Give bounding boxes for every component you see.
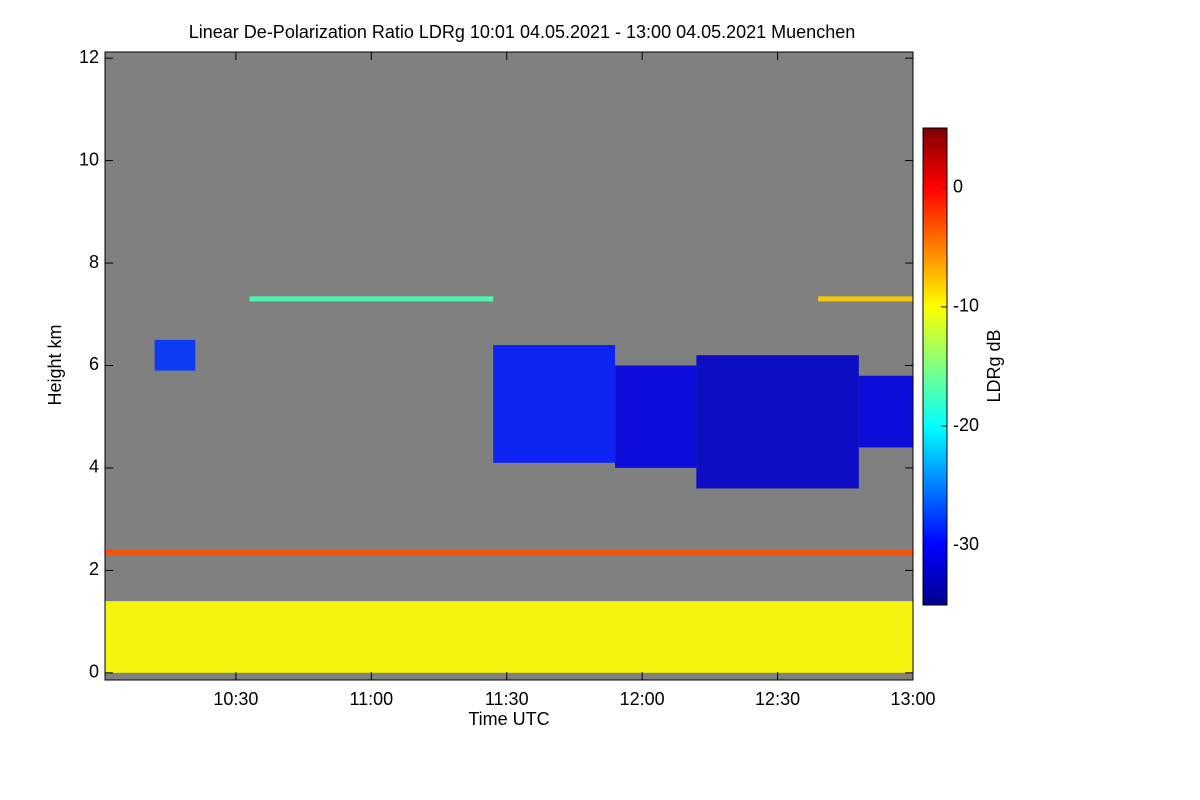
heat-region [105, 549, 913, 556]
x-tick-label: 12:30 [755, 689, 800, 709]
colorbar-tick-label: -30 [953, 534, 979, 554]
x-tick-label: 12:00 [620, 689, 665, 709]
chart-title: Linear De-Polarization Ratio LDRg 10:01 … [189, 22, 855, 42]
heat-region [493, 344, 616, 463]
y-tick-label: 12 [79, 47, 99, 67]
y-tick-label: 8 [89, 252, 99, 272]
colorbar [922, 127, 948, 606]
heat-region [249, 296, 494, 302]
y-tick-label: 6 [89, 354, 99, 374]
y-tick-label: 10 [79, 149, 99, 169]
heat-region [105, 601, 913, 673]
x-tick-label: 13:00 [890, 689, 935, 709]
x-tick-label: 10:30 [213, 689, 258, 709]
heat-region [696, 355, 859, 489]
colorbar-tick-label: 0 [953, 176, 963, 196]
colorbar-tick-label: -20 [953, 415, 979, 435]
heat-region [615, 365, 697, 468]
colorbar-tick-label: -10 [953, 296, 979, 316]
plot-frame [104, 51, 914, 681]
x-tick-label: 11:00 [349, 689, 393, 709]
x-axis-label: Time UTC [468, 709, 549, 729]
y-tick-label: 4 [89, 457, 99, 477]
y-tick-label: 0 [89, 662, 99, 682]
y-axis-label: Height km [45, 324, 65, 405]
heat-region [818, 296, 913, 302]
heat-region [858, 375, 913, 448]
colorbar-label: LDRg dB [984, 329, 1004, 402]
x-tick-label: 11:30 [485, 689, 529, 709]
heat-region [154, 339, 196, 371]
y-tick-label: 2 [89, 559, 99, 579]
